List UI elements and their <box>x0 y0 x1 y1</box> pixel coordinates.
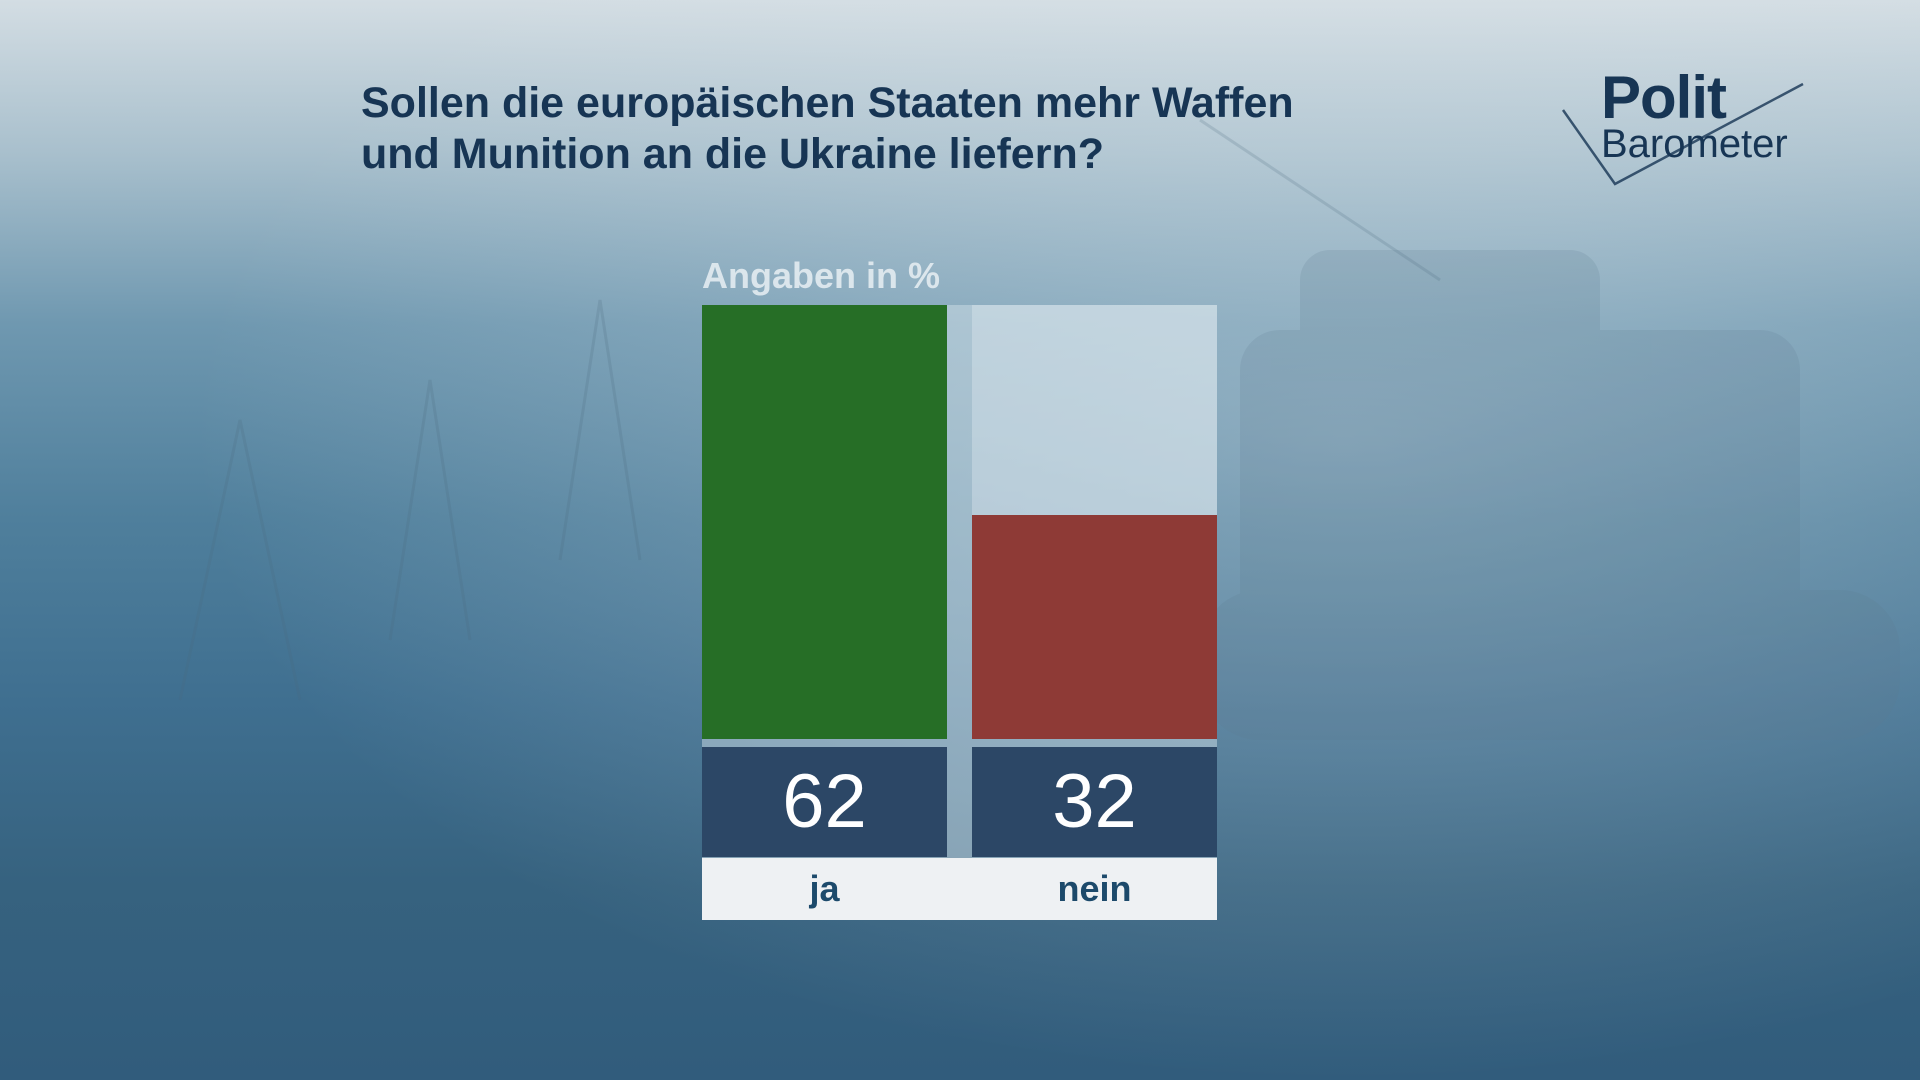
politbarometer-logo: Polit Barometer <box>1555 66 1805 196</box>
logo-polit-text: Polit <box>1601 64 1727 131</box>
checkmark-icon <box>1561 82 1804 186</box>
category-label-strip: ja nein <box>702 858 1217 920</box>
chart-title: Sollen die europäischen Staaten mehr Waf… <box>361 78 1501 180</box>
title-line-1: Sollen die europäischen Staaten mehr Waf… <box>361 79 1294 127</box>
bar-track-ja <box>702 305 947 739</box>
category-label-ja: ja <box>809 868 840 909</box>
unit-label: Angaben in % <box>702 255 941 296</box>
bar-ja <box>702 305 947 739</box>
bar-track-nein <box>972 305 1217 739</box>
logo-barometer-text: Barometer <box>1601 122 1788 166</box>
bar-nein <box>972 515 1217 739</box>
value-label-ja: 62 <box>702 747 947 857</box>
category-label-nein: nein <box>1057 868 1132 909</box>
title-line-2: und Munition an die Ukraine liefern? <box>361 130 1104 178</box>
value-label-nein: 32 <box>972 747 1217 857</box>
